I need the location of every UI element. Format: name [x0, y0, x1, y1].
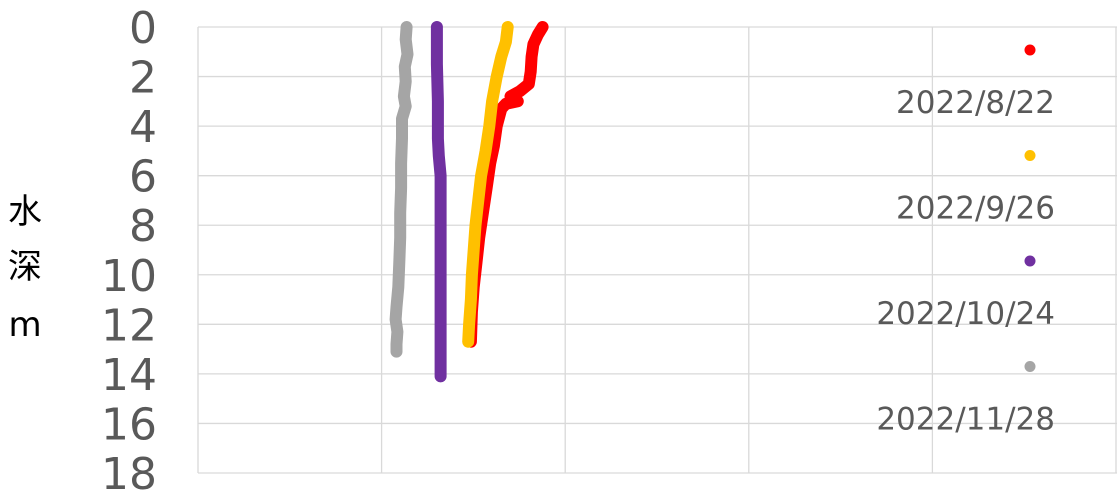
legend-label: 2022/10/24	[876, 296, 1055, 332]
y-axis-label-char-2: 深	[8, 247, 42, 287]
legend-label: 2022/8/22	[896, 85, 1055, 121]
y-tick-label: 12	[101, 300, 157, 351]
y-tick-label: 0	[129, 3, 157, 54]
y-tick-label: 16	[101, 399, 157, 450]
legend-label: 2022/11/28	[876, 402, 1055, 438]
gridlines	[197, 26, 1117, 474]
y-tick-label: 8	[129, 201, 157, 252]
series-3-line	[430, 21, 447, 383]
legend-marker	[1024, 150, 1036, 161]
y-tick-label: 10	[101, 251, 157, 302]
y-tick-label: 18	[101, 449, 157, 499]
y-axis-label-char-1: 水	[8, 192, 42, 232]
series-2-line	[462, 21, 514, 348]
y-tick-label: 14	[101, 350, 157, 401]
y-tick-label: 4	[129, 102, 157, 153]
legend: 2022/8/22 2022/9/26 2022/10/24 2022/11/28	[876, 44, 1055, 438]
legend-label: 2022/9/26	[896, 191, 1055, 227]
plot-area	[389, 21, 549, 383]
y-tick-label: 2	[129, 53, 157, 104]
legend-marker	[1024, 255, 1036, 267]
series-4-line	[389, 21, 414, 358]
y-tick-label: 6	[129, 152, 157, 203]
y-axis-label: 水 深 m	[8, 192, 42, 345]
legend-marker	[1024, 44, 1036, 56]
legend-marker	[1024, 361, 1036, 372]
y-axis-label-char-3: m	[8, 305, 41, 345]
